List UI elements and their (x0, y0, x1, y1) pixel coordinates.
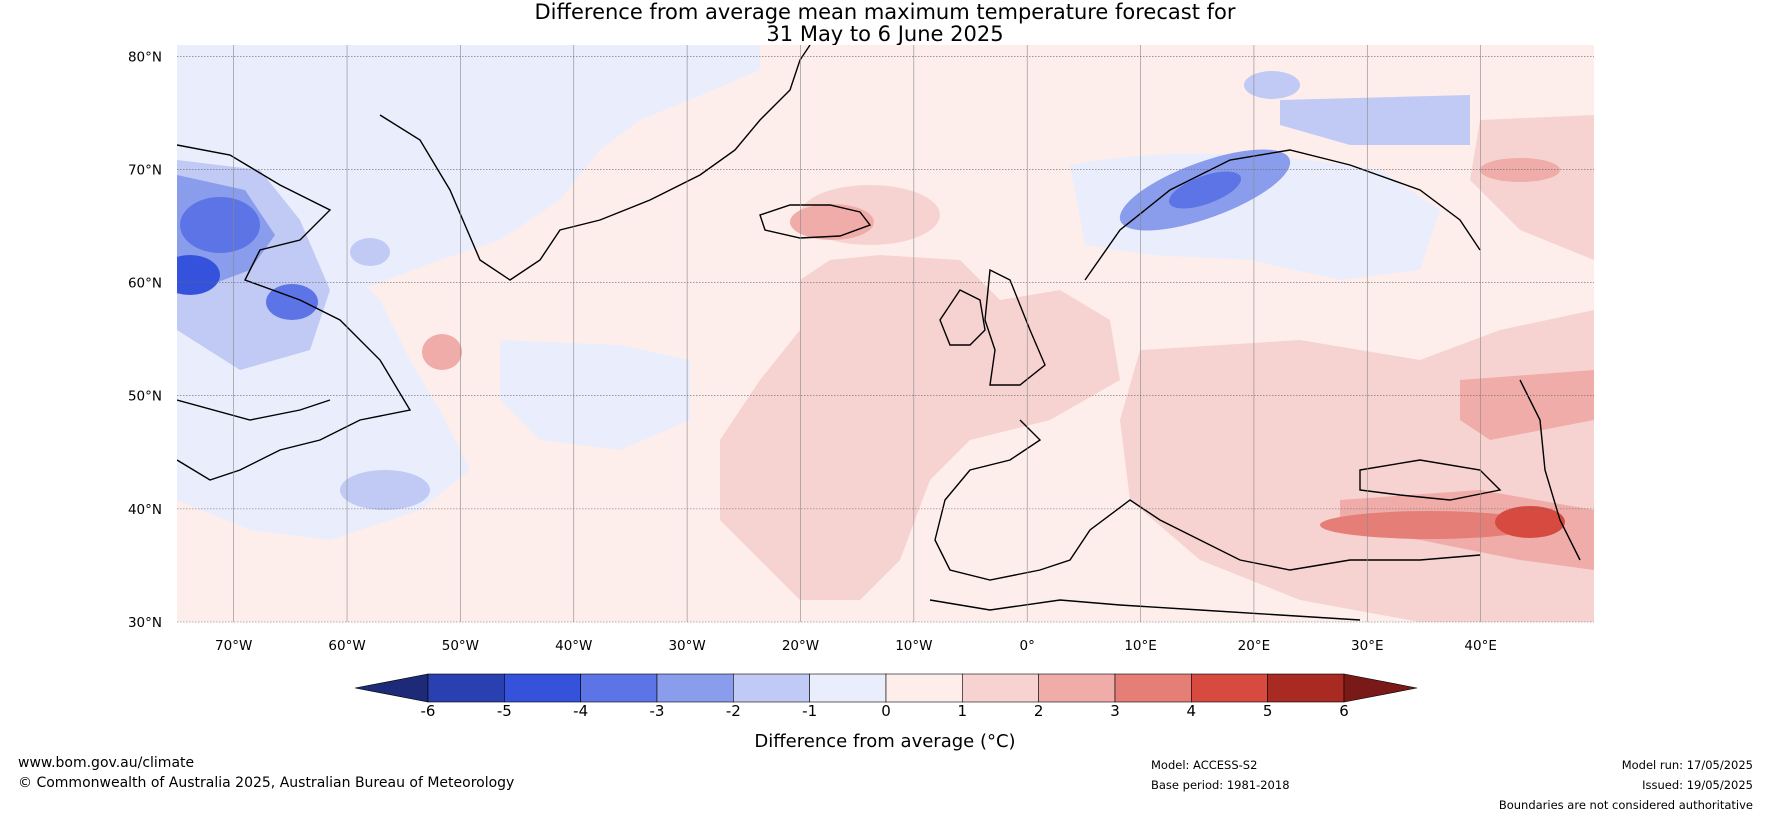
footer-website: www.bom.gov.au/climate (18, 755, 195, 771)
colorbar-segment (504, 673, 581, 703)
gridlines (177, 45, 1594, 623)
map-title-line-1: Difference from average mean maximum tem… (534, 0, 1236, 24)
warm-region-western-europe (720, 255, 1120, 600)
coastline-iceland (759, 204, 872, 239)
longitude-tick-labels: 70°W 60°W 50°W 40°W 30°W 20°W 10°W 0° 10°E 20°E 30… (215, 638, 1497, 654)
coastline-norway (1084, 149, 1481, 281)
map-title-line-2: 31 May to 6 June 2025 (766, 22, 1004, 46)
longitude-label: 60°W (328, 638, 365, 654)
colorbar-segment (580, 673, 658, 703)
longitude-label: 70°W (215, 638, 252, 654)
longitude-label: 50°W (442, 638, 479, 654)
colorbar-segment (1038, 673, 1116, 703)
coastline-great-britain (984, 268, 1046, 386)
longitude-label: 40°E (1464, 638, 1496, 654)
longitude-label: 40°W (555, 638, 592, 654)
colorbar-tick-label: 3 (1110, 702, 1120, 720)
latitude-label: 80°N (128, 49, 162, 65)
cool-region-south-greenland (350, 238, 390, 266)
footer-model-run: Model run: 17/05/2025 (1621, 758, 1753, 772)
warm-region-turkey (1320, 511, 1540, 539)
colorbar-segment (1267, 673, 1345, 703)
latitude-label: 60°N (128, 276, 162, 292)
latitude-label: 40°N (128, 502, 162, 518)
coastline-ireland (939, 289, 986, 346)
latitude-label: 30°N (128, 615, 162, 631)
longitude-label: 10°E (1124, 638, 1156, 654)
coastline-north-america (177, 144, 412, 481)
coastline-southern-europe (934, 419, 1481, 581)
coastline-north-africa (929, 599, 1361, 621)
colorbar-tick-label: 2 (1034, 702, 1044, 720)
longitude-label: 30°E (1351, 638, 1383, 654)
warm-region-russia-north (1470, 115, 1594, 260)
colorbar-segment (1191, 673, 1268, 703)
longitude-label: 30°W (668, 638, 705, 654)
coastline-gulf-st-lawrence (177, 399, 331, 421)
colorbar-segment (1114, 673, 1192, 703)
longitude-label: 10°W (895, 638, 932, 654)
coastline-caspian (1519, 379, 1581, 561)
longitude-label: 20°E (1238, 638, 1270, 654)
colorbar-segment (809, 673, 887, 703)
footer-base-period: Base period: 1981-2018 (1151, 778, 1290, 792)
colorbar-segment (427, 673, 505, 703)
colorbar-segment (656, 673, 734, 703)
colorbar-tick-label: -2 (726, 702, 741, 720)
cool-region-west-atlantic (340, 470, 430, 510)
cool-region-barents-sea (1280, 95, 1470, 145)
colorbar-under-arrow (354, 673, 429, 703)
colorbar-tick-label: -3 (650, 702, 665, 720)
warm-region-newfoundland-basin (422, 334, 462, 370)
footer-issued: Issued: 19/05/2025 (1642, 778, 1753, 792)
longitude-label: 0° (1020, 638, 1035, 654)
warm-region-caspian (1460, 370, 1594, 440)
latitude-label: 70°N (128, 162, 162, 178)
colorbar-segment (885, 673, 963, 703)
latitude-tick-labels: 80°N 70°N 60°N 50°N 40°N 30°N (128, 49, 162, 631)
coastline-black-sea (1359, 459, 1502, 501)
colorbar-tick-label: 0 (881, 702, 891, 720)
latitude-label: 50°N (128, 389, 162, 405)
coastlines (177, 45, 1581, 621)
warm-region-kola (1480, 158, 1560, 182)
warm-region-iceland (790, 204, 874, 240)
cool-core-norway (1168, 171, 1242, 209)
colorbar-tick-label: 5 (1263, 702, 1273, 720)
colorbar-tick-label: 6 (1339, 702, 1349, 720)
cool-region-mid-atlantic (500, 340, 690, 450)
footer-model: Model: ACCESS-S2 (1151, 758, 1258, 772)
colorbar-tick-label: -4 (573, 702, 588, 720)
colorbar-tick-label: -5 (497, 702, 512, 720)
cool-core-baffin (180, 197, 260, 253)
longitude-label: 20°W (782, 638, 819, 654)
colorbar-segment (733, 673, 810, 703)
footer-copyright: © Commonwealth of Australia 2025, Austra… (18, 775, 515, 791)
warm-core-turkey (1495, 506, 1565, 538)
colorbar-segment (962, 673, 1039, 703)
cool-core-labrador (177, 255, 220, 295)
colorbar-tick-label: 4 (1187, 702, 1197, 720)
colorbar-over-arrow (1343, 673, 1418, 703)
colorbar-label: Difference from average (°C) (754, 731, 1015, 752)
cool-core-newfoundland (266, 284, 318, 320)
colorbar: -6 -5 -4 -3 -2 -1 0 1 2 3 4 5 6 (354, 673, 1418, 720)
coastline-greenland (379, 45, 811, 281)
colorbar-tick-label: -6 (421, 702, 436, 720)
footer-disclaimer: Boundaries are not considered authoritat… (1498, 798, 1753, 812)
cool-region-svalbard (1244, 71, 1300, 99)
colorbar-tick-label: 1 (958, 702, 968, 720)
anomaly-shading (177, 45, 1594, 622)
map-plot-area (177, 45, 1594, 623)
colorbar-tick-label: -1 (802, 702, 817, 720)
